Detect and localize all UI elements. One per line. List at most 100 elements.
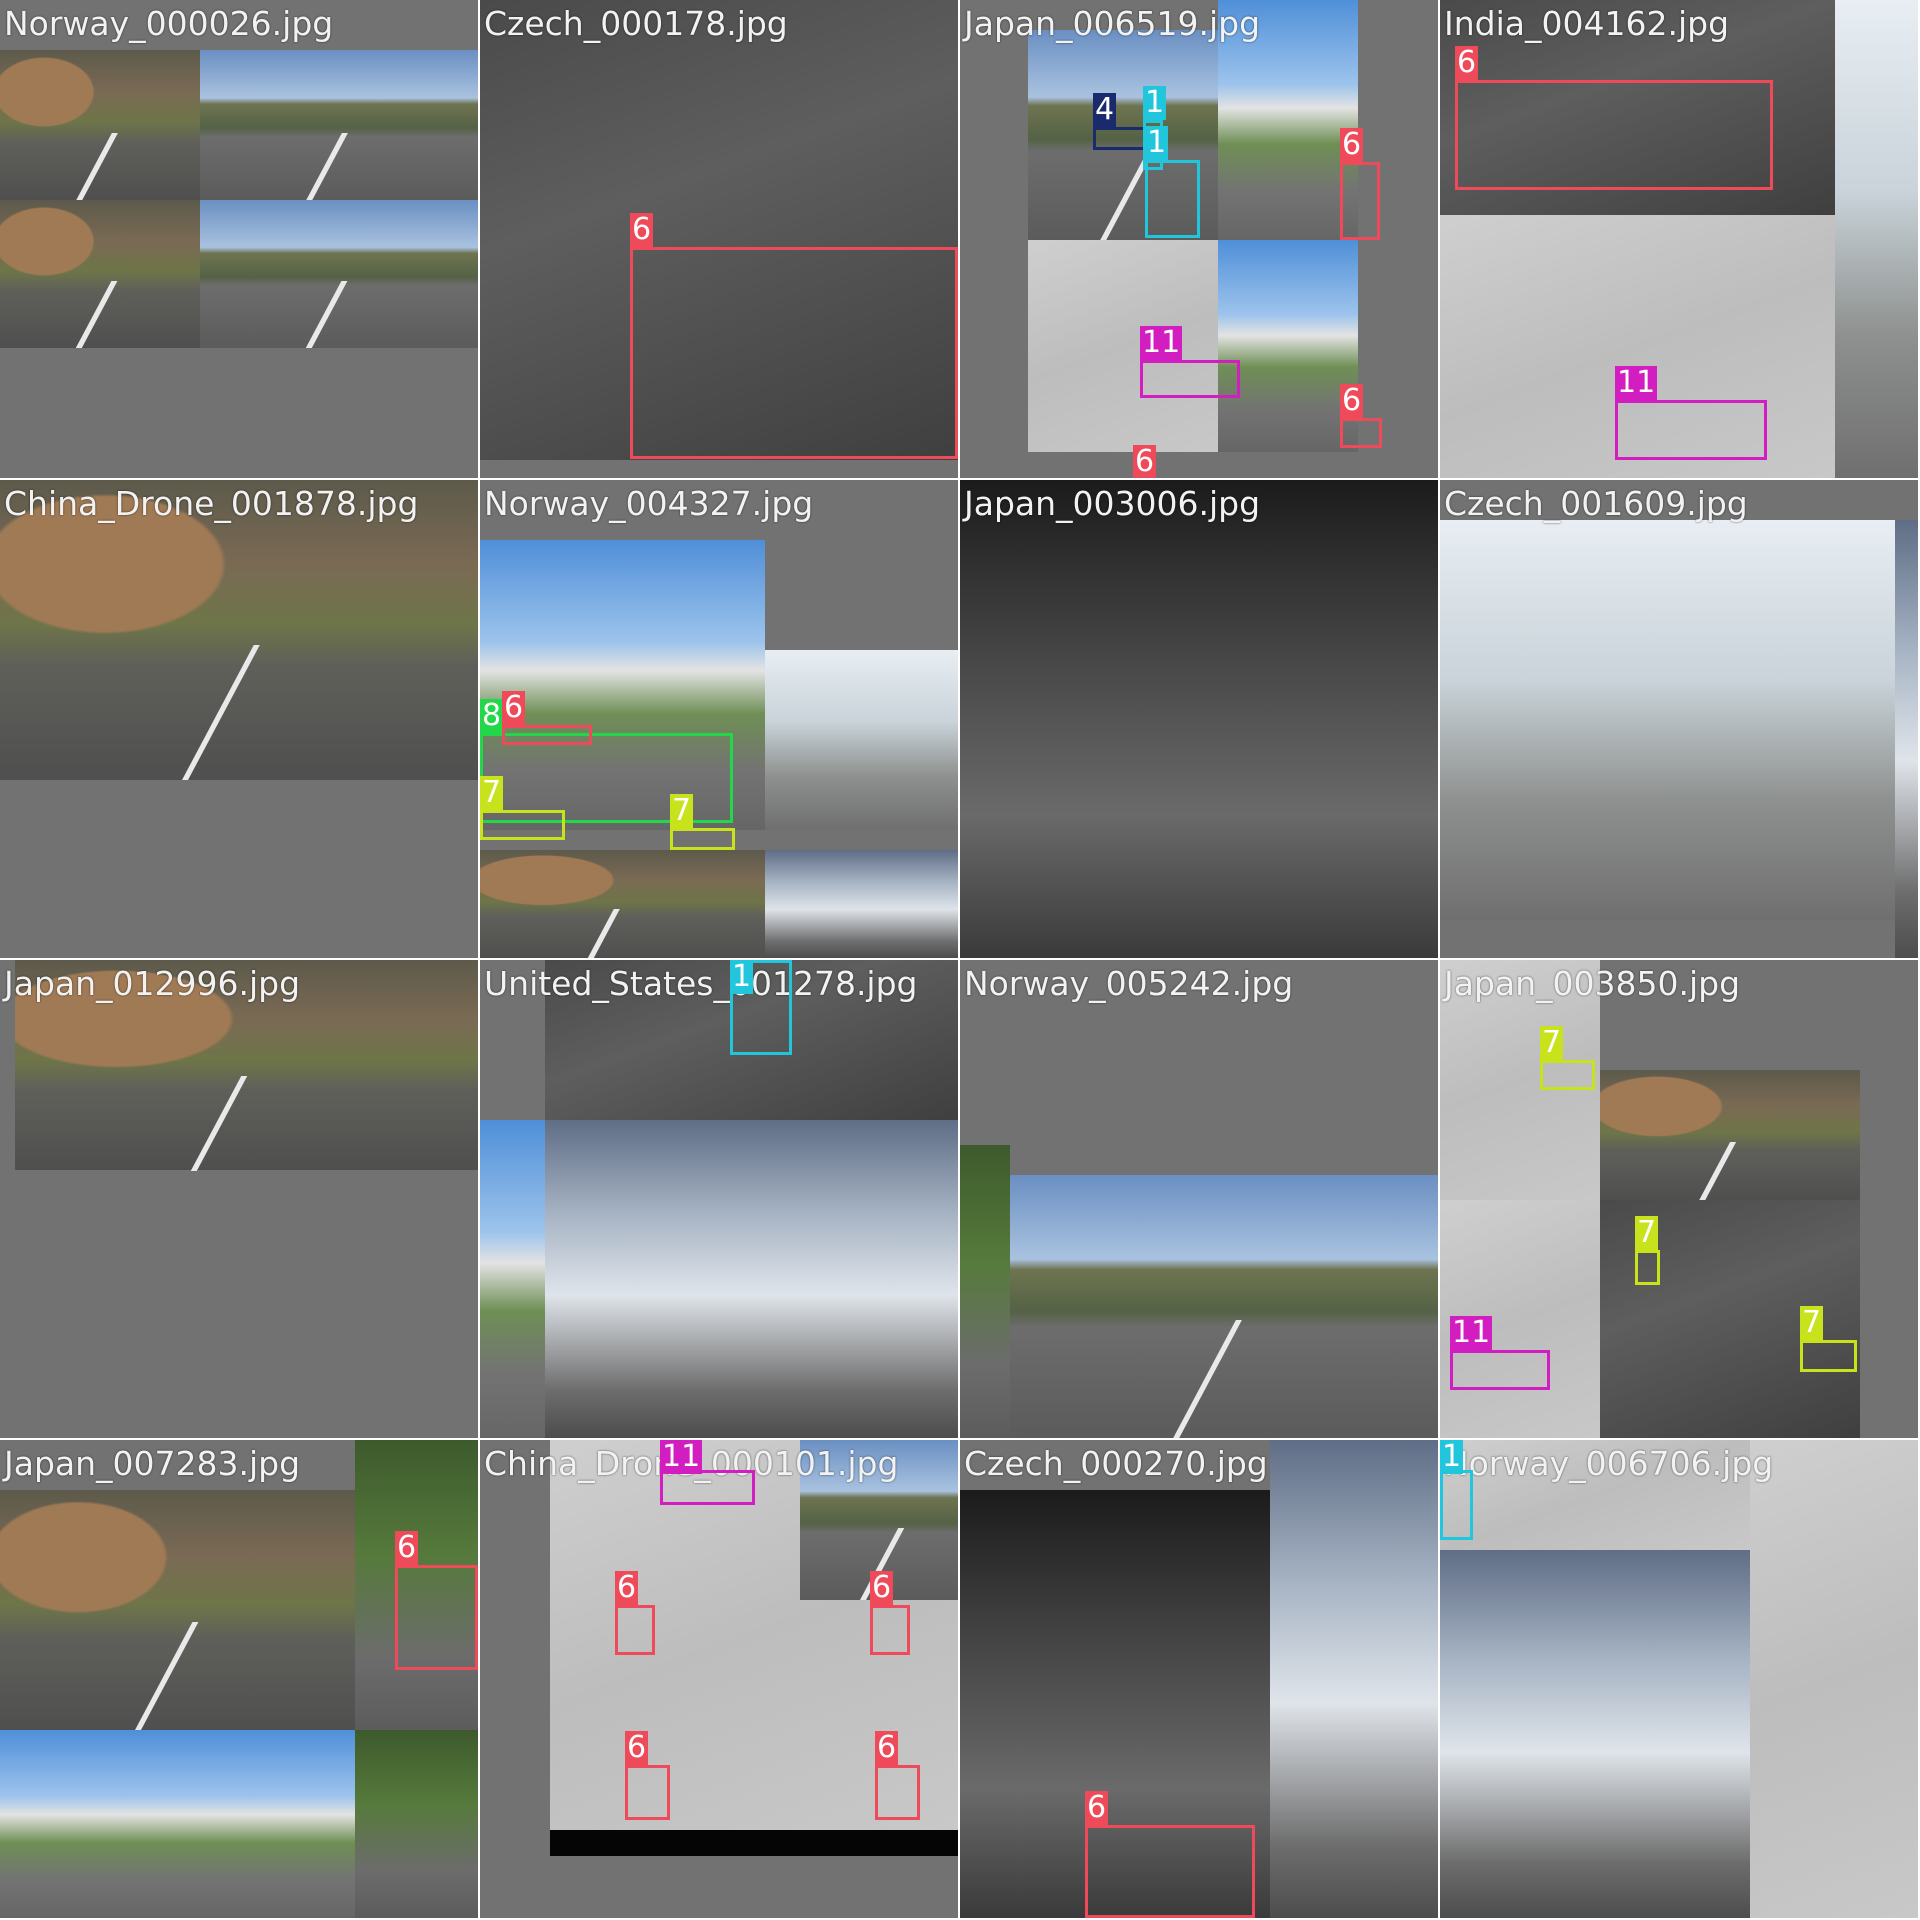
- bounding-box: [870, 1605, 910, 1655]
- tile-filename: Japan_007283.jpg: [4, 1444, 301, 1483]
- tile-filename: Czech_001609.jpg: [1444, 484, 1748, 523]
- tile-photo: [1270, 1440, 1438, 1918]
- tile-photo: [480, 850, 765, 958]
- bounding-box-label: 4: [1093, 92, 1117, 127]
- bounding-box: [502, 725, 592, 745]
- mosaic-tile: Norway_004327.jpg 8 6 7 7: [480, 480, 958, 958]
- tile-photo: [765, 650, 958, 830]
- tile-photo: [1440, 215, 1835, 478]
- bounding-box: [875, 1765, 920, 1820]
- tile-photo: [0, 1730, 355, 1918]
- bounding-box: [1450, 1350, 1550, 1390]
- bounding-box-label: 1: [1440, 1440, 1464, 1474]
- tile-photo: [0, 480, 478, 780]
- bounding-box-label: 6: [625, 1730, 649, 1765]
- bounding-box-label: 11: [660, 1440, 703, 1474]
- bounding-box: [615, 1605, 655, 1655]
- bounding-box: [630, 247, 958, 459]
- tile-photo: [1440, 1440, 1750, 1550]
- mosaic-tile: Czech_000270.jpg 6: [960, 1440, 1438, 1918]
- tile-photo: [200, 200, 478, 348]
- bounding-box: [1800, 1340, 1857, 1372]
- tile-photo: [480, 0, 958, 460]
- mosaic-tile: India_004162.jpg 6 11: [1440, 0, 1918, 478]
- tile-photo: [960, 480, 1080, 958]
- bounding-box-label: 7: [670, 793, 694, 828]
- tile-photo: [1080, 480, 1438, 958]
- bounding-box-label: 6: [502, 690, 526, 725]
- mosaic-tile: Norway_005242.jpg: [960, 960, 1438, 1438]
- tile-photo: [1440, 520, 1895, 920]
- mosaic-tile: Norway_006706.jpg 1: [1440, 1440, 1918, 1918]
- bounding-box-label: 1: [1143, 85, 1167, 120]
- bounding-box-label: 7: [480, 775, 504, 810]
- tile-photo: [1440, 960, 1600, 1200]
- mosaic-tile: Japan_006519.jpg 4 1 1 6 11 6 6: [960, 0, 1438, 478]
- bounding-box-label: 6: [1455, 45, 1479, 80]
- bounding-box: [1440, 1470, 1473, 1540]
- tile-photo: [200, 50, 478, 200]
- mosaic-tile: Czech_001609.jpg: [1440, 480, 1918, 958]
- tile-photo: [0, 200, 200, 348]
- bounding-box: [1635, 1250, 1660, 1285]
- tile-photo: [0, 1490, 355, 1730]
- tile-photo: [1028, 240, 1218, 452]
- bounding-box: [480, 810, 565, 840]
- tile-filename: Norway_004327.jpg: [484, 484, 814, 523]
- tile-photo: [15, 960, 478, 1170]
- bounding-box: [1340, 418, 1382, 448]
- tile-filename: Japan_006519.jpg: [964, 4, 1261, 43]
- bounding-box: [1085, 1825, 1255, 1918]
- tile-filename: Czech_000270.jpg: [964, 1444, 1268, 1483]
- tile-photo: [1028, 30, 1218, 240]
- bounding-box-label: 6: [1133, 444, 1157, 478]
- bounding-box-label: 6: [870, 1570, 894, 1605]
- bounding-box: [625, 1765, 670, 1820]
- tile-filename: India_004162.jpg: [1444, 4, 1730, 43]
- bounding-box-label: 1: [1145, 125, 1169, 160]
- bounding-box-label: 8: [480, 698, 504, 733]
- bounding-box: [1140, 360, 1240, 398]
- tile-filename: Japan_003006.jpg: [964, 484, 1261, 523]
- tile-photo: [1218, 240, 1358, 452]
- tile-photo: [355, 1440, 478, 1730]
- mosaic-tile: Norway_000026.jpg: [0, 0, 478, 478]
- bounding-box-label: 6: [1340, 127, 1364, 162]
- bounding-box-label: 11: [1450, 1315, 1493, 1350]
- tile-photo: [765, 850, 958, 958]
- bounding-box: [730, 960, 792, 1055]
- bounding-box-label: 6: [875, 1730, 899, 1765]
- bounding-box-label: 6: [1085, 1790, 1109, 1825]
- tile-filename: Norway_005242.jpg: [964, 964, 1294, 1003]
- bounding-box: [1540, 1060, 1595, 1090]
- bounding-box: [1455, 80, 1773, 190]
- bounding-box: [1615, 400, 1767, 460]
- bounding-box-label: 7: [1635, 1215, 1659, 1250]
- bounding-box-label: 6: [615, 1570, 639, 1605]
- bounding-box-label: 7: [1540, 1025, 1564, 1060]
- tile-photo: [1895, 520, 1918, 958]
- mosaic-tile: China_Drone_000101.jpg116666: [480, 1440, 958, 1918]
- tile-filename: United_States_001278.jpg: [484, 964, 918, 1003]
- bounding-box: [1145, 160, 1200, 238]
- mosaic-tile: United_States_001278.jpg 1: [480, 960, 958, 1438]
- bounding-box: [660, 1470, 755, 1505]
- bounding-box: [395, 1565, 478, 1670]
- bounding-box-label: 11: [1140, 325, 1183, 360]
- tile-photo: [545, 1120, 958, 1438]
- bounding-box: [670, 828, 735, 850]
- bounding-box-label: 11: [1615, 365, 1658, 400]
- tile-filename: Japan_012996.jpg: [4, 964, 301, 1003]
- bounding-box-label: 1: [730, 960, 754, 994]
- tile-photo: [550, 1830, 958, 1856]
- bounding-box-label: 6: [630, 212, 654, 247]
- bounding-box: [1340, 162, 1380, 240]
- tile-photo: [960, 1490, 1270, 1918]
- mosaic-tile: China_Drone_001878.jpg: [0, 480, 478, 958]
- tile-photo: [1010, 1175, 1438, 1438]
- tile-photo: [1835, 0, 1918, 478]
- bounding-box-label: 6: [1340, 383, 1364, 418]
- tile-filename: Norway_006706.jpg: [1444, 1444, 1774, 1483]
- tile-photo: [1750, 1440, 1918, 1918]
